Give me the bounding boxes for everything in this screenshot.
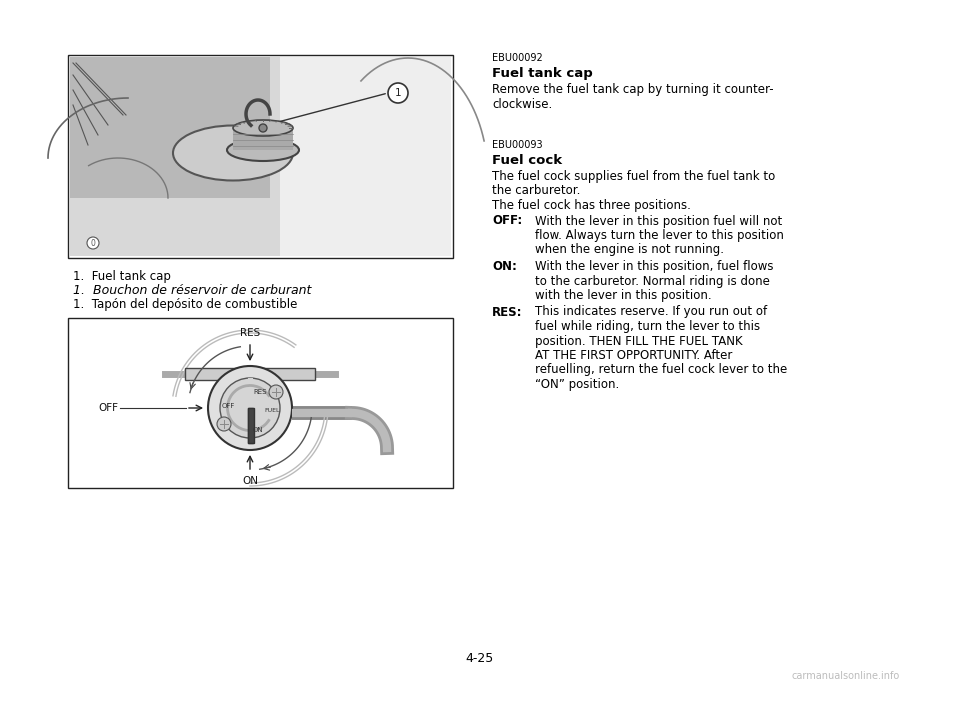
Bar <box>233 128 293 150</box>
Text: 1.  Tapón del depósito de combustible: 1. Tapón del depósito de combustible <box>73 298 298 311</box>
Ellipse shape <box>227 139 299 161</box>
Text: ON: ON <box>253 427 264 433</box>
Text: With the lever in this position fuel will not: With the lever in this position fuel wil… <box>535 214 782 228</box>
Text: to the carburetor. Normal riding is done: to the carburetor. Normal riding is done <box>535 274 770 288</box>
Text: The fuel cock has three positions.: The fuel cock has three positions. <box>492 199 691 212</box>
FancyBboxPatch shape <box>70 57 270 198</box>
Text: with the lever in this position.: with the lever in this position. <box>535 289 711 302</box>
Bar <box>248 378 253 408</box>
Text: EBU00092: EBU00092 <box>492 53 542 63</box>
Text: RES:: RES: <box>492 306 522 318</box>
Text: RES: RES <box>240 328 260 338</box>
Bar <box>69 56 452 257</box>
Text: AT THE FIRST OPPORTUNITY. After: AT THE FIRST OPPORTUNITY. After <box>535 349 732 362</box>
Bar <box>248 408 253 443</box>
Circle shape <box>259 124 267 132</box>
Text: Remove the fuel tank cap by turning it counter-: Remove the fuel tank cap by turning it c… <box>492 83 774 96</box>
Text: flow. Always turn the lever to this position: flow. Always turn the lever to this posi… <box>535 229 784 242</box>
Text: fuel while riding, turn the lever to this: fuel while riding, turn the lever to thi… <box>535 320 760 333</box>
Text: 4-25: 4-25 <box>466 652 494 665</box>
Text: refuelling, return the fuel cock lever to the: refuelling, return the fuel cock lever t… <box>535 363 787 377</box>
Text: The fuel cock supplies fuel from the fuel tank to: The fuel cock supplies fuel from the fue… <box>492 170 776 183</box>
Text: RES: RES <box>253 389 267 395</box>
Text: OFF:: OFF: <box>492 214 522 228</box>
FancyBboxPatch shape <box>70 57 280 256</box>
Text: 1.  Bouchon de réservoir de carburant: 1. Bouchon de réservoir de carburant <box>73 284 311 297</box>
Text: the carburetor.: the carburetor. <box>492 184 581 198</box>
Bar <box>68 55 453 258</box>
Text: “ON” position.: “ON” position. <box>535 378 619 391</box>
Text: carmanualsonline.info: carmanualsonline.info <box>792 671 900 681</box>
Circle shape <box>269 385 283 399</box>
Text: 1.  Fuel tank cap: 1. Fuel tank cap <box>73 270 171 283</box>
Ellipse shape <box>233 120 293 136</box>
Text: With the lever in this position, fuel flows: With the lever in this position, fuel fl… <box>535 260 774 273</box>
Circle shape <box>220 378 280 438</box>
Circle shape <box>87 237 99 249</box>
Bar <box>69 319 452 487</box>
Circle shape <box>217 417 231 431</box>
Text: ON:: ON: <box>492 260 516 273</box>
Text: 1: 1 <box>395 88 401 98</box>
Text: ON: ON <box>242 476 258 486</box>
Text: OFF: OFF <box>222 403 235 409</box>
Text: position. THEN FILL THE FUEL TANK: position. THEN FILL THE FUEL TANK <box>535 335 743 347</box>
Text: 0: 0 <box>90 238 95 247</box>
Text: clockwise.: clockwise. <box>492 98 552 110</box>
Text: Fuel cock: Fuel cock <box>492 154 563 167</box>
Bar <box>248 408 253 443</box>
Text: This indicates reserve. If you run out of: This indicates reserve. If you run out o… <box>535 306 767 318</box>
FancyBboxPatch shape <box>280 57 451 256</box>
Circle shape <box>208 366 292 450</box>
Text: EBU00093: EBU00093 <box>492 140 542 150</box>
Text: Fuel tank cap: Fuel tank cap <box>492 67 592 80</box>
Text: when the engine is not running.: when the engine is not running. <box>535 243 724 257</box>
Circle shape <box>388 83 408 103</box>
Bar <box>185 368 315 380</box>
Text: FUEL: FUEL <box>264 408 279 413</box>
Bar <box>68 318 453 488</box>
Text: OFF: OFF <box>98 403 118 413</box>
Ellipse shape <box>173 126 293 181</box>
